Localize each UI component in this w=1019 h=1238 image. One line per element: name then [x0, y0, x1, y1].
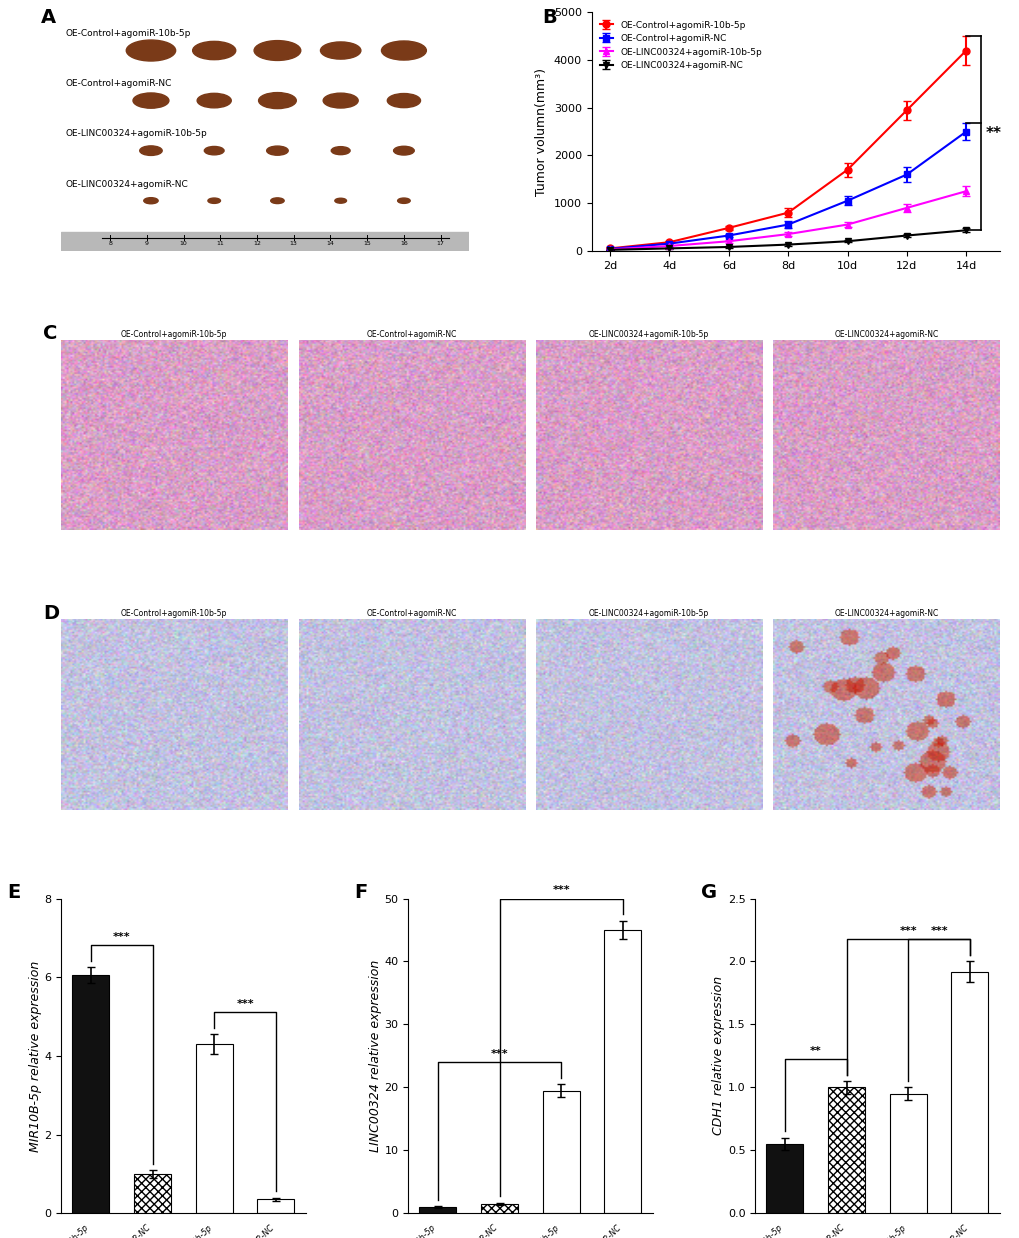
Text: C: C [43, 324, 57, 343]
Text: 16: 16 [399, 241, 408, 246]
Text: OE-Control+agomiR-NC: OE-Control+agomiR-NC [65, 79, 171, 88]
Bar [827, 1087, 864, 1213]
Ellipse shape [254, 41, 301, 61]
Text: 14: 14 [326, 241, 334, 246]
Legend: OE-Control+agomiR-10b-5p, OE-Control+agomiR-NC, OE-LINC00324+agomiR-10b-5p, OE-L: OE-Control+agomiR-10b-5p, OE-Control+ago… [595, 17, 765, 73]
Ellipse shape [193, 41, 235, 59]
Bar [542, 1091, 579, 1213]
Title: OE-LINC00324+agomiR-NC: OE-LINC00324+agomiR-NC [834, 609, 937, 618]
Bar [604, 930, 641, 1213]
Ellipse shape [208, 198, 220, 203]
Text: A: A [41, 7, 56, 26]
Ellipse shape [204, 146, 224, 155]
Text: OE-LINC00324+agomiR-NC: OE-LINC00324+agomiR-NC [65, 180, 187, 188]
Ellipse shape [259, 93, 296, 109]
Ellipse shape [132, 93, 169, 108]
Title: OE-LINC00324+agomiR-10b-5p: OE-LINC00324+agomiR-10b-5p [588, 329, 708, 339]
Text: 12: 12 [253, 241, 261, 246]
Ellipse shape [270, 198, 284, 203]
Text: ***: *** [552, 885, 570, 895]
Text: ***: *** [236, 999, 254, 1009]
Text: OE-Control+agomiR-10b-5p: OE-Control+agomiR-10b-5p [65, 30, 191, 38]
Text: ***: *** [899, 926, 916, 936]
Text: G: G [701, 883, 717, 901]
Text: 17: 17 [436, 241, 444, 246]
Text: 11: 11 [216, 241, 224, 246]
Title: OE-LINC00324+agomiR-NC: OE-LINC00324+agomiR-NC [834, 329, 937, 339]
Ellipse shape [197, 93, 231, 108]
Title: OE-LINC00324+agomiR-10b-5p: OE-LINC00324+agomiR-10b-5p [588, 609, 708, 618]
Bar [72, 976, 109, 1213]
Ellipse shape [387, 94, 420, 108]
Ellipse shape [331, 146, 350, 155]
Text: 13: 13 [289, 241, 298, 246]
Title: OE-Control+agomiR-NC: OE-Control+agomiR-NC [366, 609, 457, 618]
Y-axis label: Tumor volumn(mm³): Tumor volumn(mm³) [535, 68, 547, 196]
Y-axis label: MIR10B-5p relative expression: MIR10B-5p relative expression [29, 961, 42, 1151]
Text: ***: *** [929, 926, 947, 936]
Bar [257, 1200, 294, 1213]
Ellipse shape [126, 40, 175, 61]
Text: F: F [355, 883, 367, 901]
Bar [61, 232, 469, 251]
Text: 10: 10 [179, 241, 187, 246]
Y-axis label: CDH1 relative expression: CDH1 relative expression [711, 977, 725, 1135]
Ellipse shape [323, 93, 358, 108]
Bar [765, 1144, 803, 1213]
Text: OE-LINC00324+agomiR-10b-5p: OE-LINC00324+agomiR-10b-5p [65, 130, 207, 139]
Y-axis label: LINC00324 relative expression: LINC00324 relative expression [368, 959, 381, 1153]
Text: 9: 9 [145, 241, 149, 246]
Ellipse shape [334, 198, 346, 203]
Text: E: E [7, 883, 20, 901]
Text: 8: 8 [108, 241, 112, 246]
Ellipse shape [381, 41, 426, 61]
Ellipse shape [144, 198, 158, 204]
Ellipse shape [397, 198, 410, 203]
Text: **: ** [984, 126, 1001, 141]
Ellipse shape [320, 42, 361, 59]
Text: 15: 15 [363, 241, 371, 246]
Bar [419, 1207, 455, 1213]
Text: D: D [43, 604, 59, 623]
Bar [481, 1203, 518, 1213]
Ellipse shape [266, 146, 288, 155]
Ellipse shape [393, 146, 414, 155]
Text: B: B [542, 7, 556, 26]
Bar [196, 1044, 232, 1213]
Title: OE-Control+agomiR-NC: OE-Control+agomiR-NC [366, 329, 457, 339]
Text: ***: *** [113, 932, 130, 942]
Ellipse shape [140, 146, 162, 156]
Title: OE-Control+agomiR-10b-5p: OE-Control+agomiR-10b-5p [121, 609, 227, 618]
Bar [951, 972, 987, 1213]
Text: ***: *** [490, 1049, 507, 1058]
Text: **: ** [809, 1046, 820, 1056]
Title: OE-Control+agomiR-10b-5p: OE-Control+agomiR-10b-5p [121, 329, 227, 339]
Bar [133, 1174, 171, 1213]
Bar [889, 1093, 926, 1213]
